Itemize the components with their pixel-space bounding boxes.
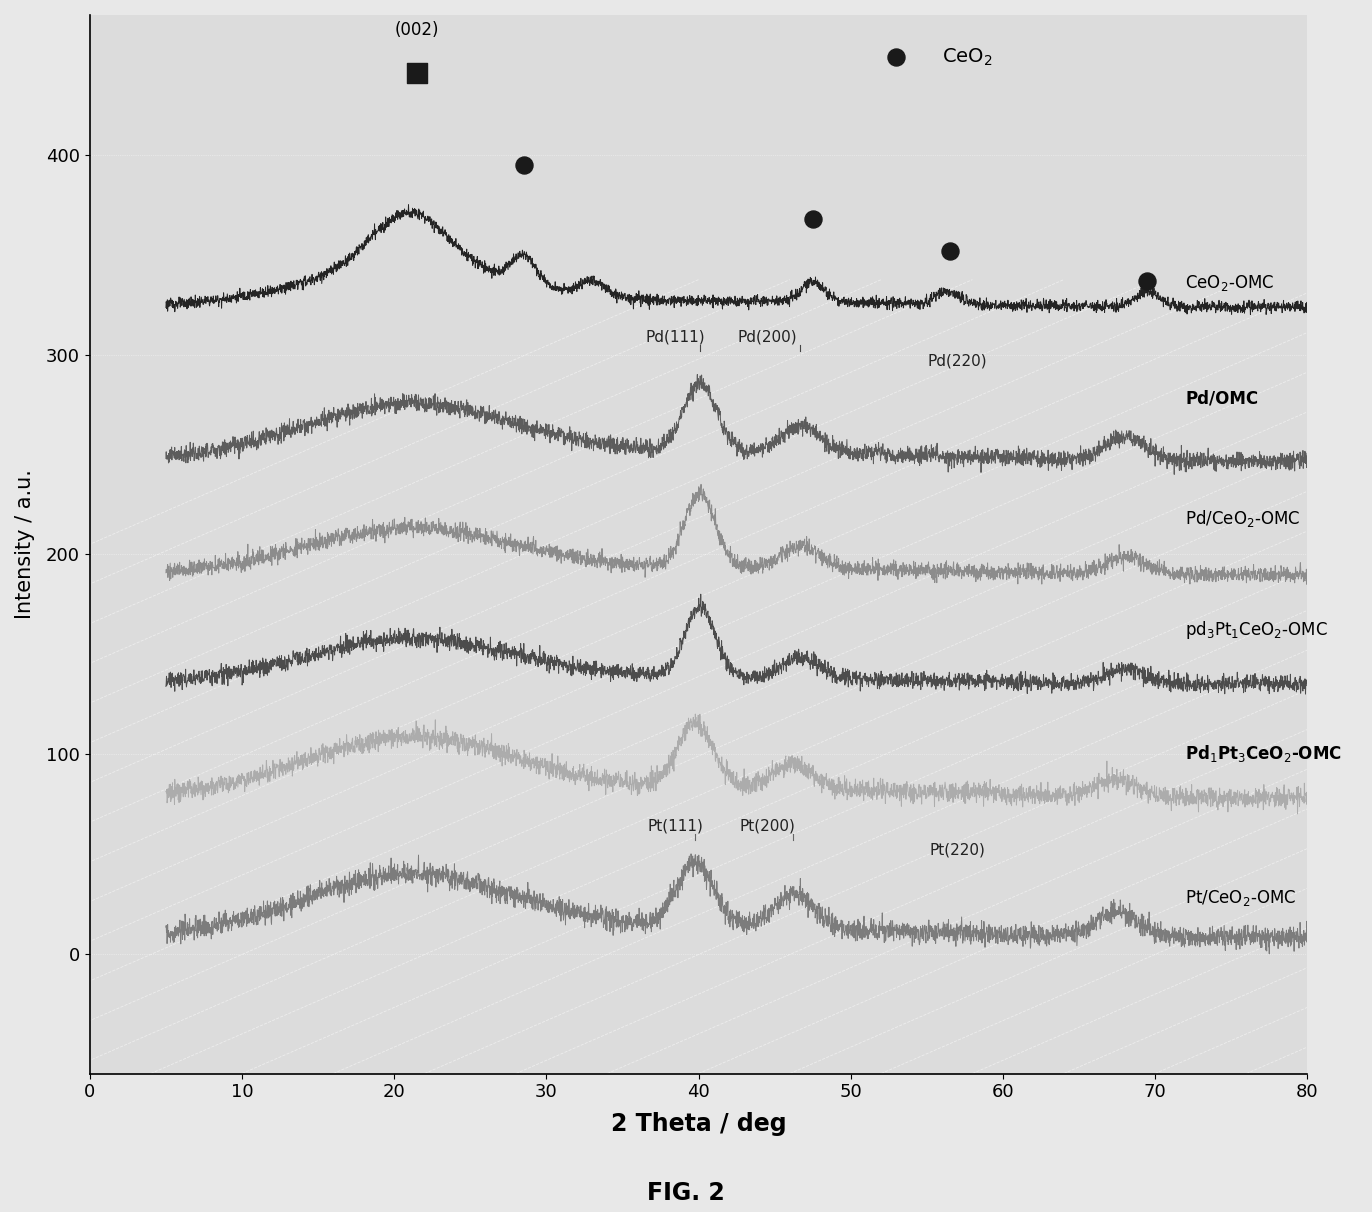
Point bbox=[512, 155, 534, 175]
Text: CeO$_2$-OMC: CeO$_2$-OMC bbox=[1185, 273, 1275, 292]
Text: Pd(200): Pd(200) bbox=[737, 330, 796, 344]
Point bbox=[1136, 271, 1158, 291]
Text: (002): (002) bbox=[395, 21, 439, 39]
Text: Pd(220): Pd(220) bbox=[927, 354, 986, 368]
Text: Pt(200): Pt(200) bbox=[738, 819, 794, 834]
Point bbox=[801, 208, 823, 228]
Text: Pt(111): Pt(111) bbox=[648, 819, 704, 834]
Text: Pd$_1$Pt$_3$CeO$_2$-OMC: Pd$_1$Pt$_3$CeO$_2$-OMC bbox=[1185, 743, 1342, 765]
Text: pd$_3$Pt$_1$CeO$_2$-OMC: pd$_3$Pt$_1$CeO$_2$-OMC bbox=[1185, 619, 1328, 641]
Text: Pd/CeO$_2$-OMC: Pd/CeO$_2$-OMC bbox=[1185, 508, 1301, 528]
Point bbox=[406, 63, 428, 82]
Point bbox=[885, 47, 907, 67]
Text: CeO$_2$: CeO$_2$ bbox=[941, 46, 992, 68]
Point bbox=[938, 241, 960, 261]
Text: Pd/OMC: Pd/OMC bbox=[1185, 389, 1258, 407]
Text: Pt(220): Pt(220) bbox=[929, 842, 985, 858]
Text: FIG. 2: FIG. 2 bbox=[648, 1180, 724, 1205]
Text: Pt/CeO$_2$-OMC: Pt/CeO$_2$-OMC bbox=[1185, 888, 1297, 908]
Y-axis label: Intensity / a.u.: Intensity / a.u. bbox=[15, 469, 34, 619]
Text: Pd(111): Pd(111) bbox=[646, 330, 705, 344]
X-axis label: 2 Theta / deg: 2 Theta / deg bbox=[611, 1113, 786, 1137]
